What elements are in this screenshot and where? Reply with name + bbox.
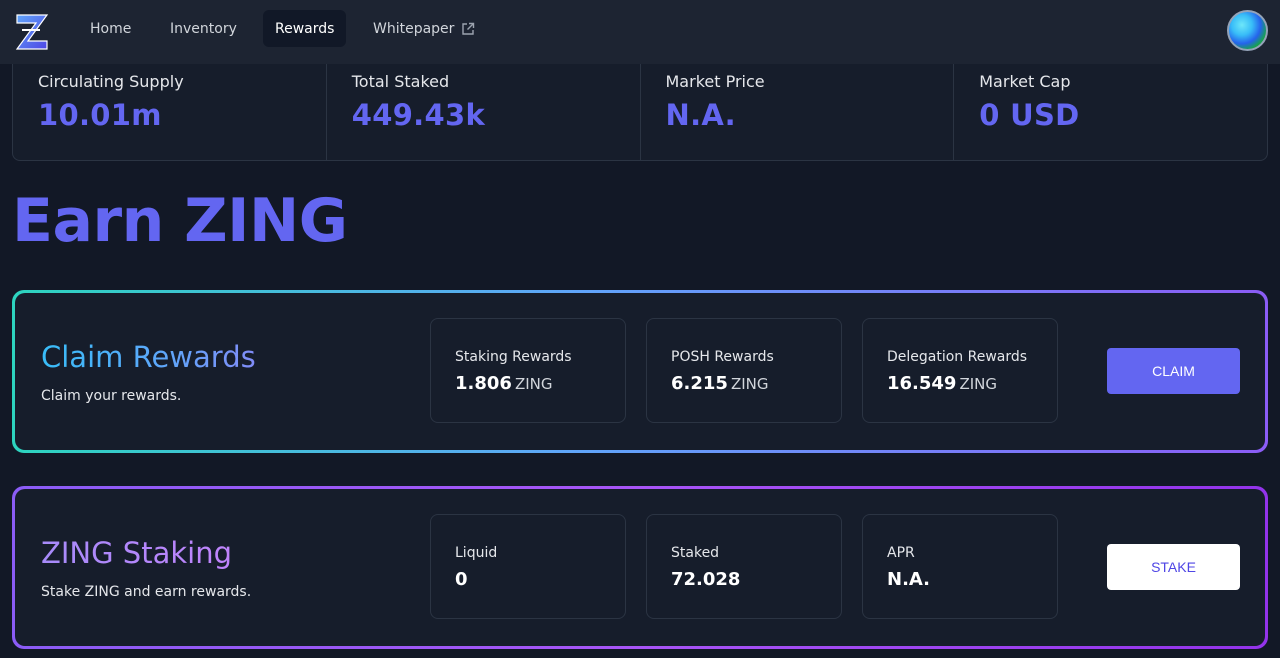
- claim-rewards-subtitle: Claim your rewards.: [41, 388, 182, 404]
- apr-box: APR N.A.: [862, 514, 1058, 619]
- box-value: N.A.: [887, 569, 931, 590]
- zing-staking-panel-inner: ZING Staking Stake ZING and earn rewards…: [15, 489, 1265, 646]
- claim-button[interactable]: CLAIM: [1107, 348, 1240, 394]
- nav-inventory-link[interactable]: Inventory: [158, 10, 249, 47]
- box-unit: ZING: [959, 375, 998, 393]
- box-unit: ZING: [730, 375, 769, 393]
- stat-label: Market Price: [665, 72, 765, 91]
- claim-rewards-title: Claim Rewards: [41, 340, 256, 374]
- stake-button[interactable]: STAKE: [1107, 544, 1240, 590]
- stat-value: 10.01m: [38, 98, 162, 132]
- box-value: 1.806 ZING: [455, 373, 552, 394]
- top-nav: Home Inventory Rewards Whitepaper: [0, 0, 1280, 64]
- zing-staking-title: ZING Staking: [41, 536, 232, 570]
- nav-home-link[interactable]: Home: [78, 10, 143, 47]
- box-value: 6.215 ZING: [671, 373, 768, 394]
- zing-staking-subtitle: Stake ZING and earn rewards.: [41, 584, 252, 600]
- box-value: 16.549 ZING: [887, 373, 997, 394]
- zing-logo-icon[interactable]: [14, 12, 50, 52]
- stat-circulating-supply: Circulating Supply 10.01m: [13, 60, 327, 160]
- box-label: APR: [887, 545, 915, 561]
- box-label: Staking Rewards: [455, 349, 572, 365]
- claim-rewards-panel-inner: Claim Rewards Claim your rewards. Stakin…: [15, 293, 1265, 450]
- stat-value: 449.43k: [351, 98, 486, 132]
- nav-rewards-link[interactable]: Rewards: [263, 10, 347, 47]
- nav-whitepaper-label: Whitepaper: [373, 20, 455, 37]
- delegation-rewards-box: Delegation Rewards 16.549 ZING: [862, 318, 1058, 423]
- box-label: Liquid: [455, 545, 498, 561]
- staked-box: Staked 72.028: [646, 514, 842, 619]
- box-label: Staked: [671, 545, 720, 561]
- stat-value: 0 USD: [979, 98, 1080, 132]
- liquid-box: Liquid 0: [430, 514, 626, 619]
- box-unit: ZING: [514, 375, 553, 393]
- box-value: 0: [455, 569, 468, 590]
- staking-rewards-box: Staking Rewards 1.806 ZING: [430, 318, 626, 423]
- page-title: Earn ZING: [12, 186, 348, 256]
- nav-inventory-label: Inventory: [170, 20, 237, 37]
- stat-label: Total Staked: [351, 72, 450, 91]
- stat-total-staked: Total Staked 449.43k: [327, 60, 641, 160]
- zing-staking-panel: ZING Staking Stake ZING and earn rewards…: [12, 486, 1268, 649]
- nav-rewards-label: Rewards: [275, 20, 335, 37]
- box-number: 6.215: [671, 373, 728, 394]
- box-value: 72.028: [671, 569, 741, 590]
- stat-market-price: Market Price N.A.: [641, 60, 955, 160]
- stat-label: Circulating Supply: [38, 72, 184, 91]
- stat-market-cap: Market Cap 0 USD: [954, 60, 1267, 160]
- nav-whitepaper-link[interactable]: Whitepaper: [361, 10, 487, 47]
- box-label: POSH Rewards: [671, 349, 774, 365]
- box-number: 1.806: [455, 373, 512, 394]
- user-avatar[interactable]: [1227, 10, 1268, 51]
- box-label: Delegation Rewards: [887, 349, 1028, 365]
- stat-label: Market Cap: [979, 72, 1071, 91]
- nav-home-label: Home: [90, 20, 132, 37]
- stat-value: N.A.: [665, 98, 736, 132]
- token-stats-bar: Circulating Supply 10.01m Total Staked 4…: [12, 60, 1268, 161]
- external-link-icon: [462, 22, 475, 35]
- claim-rewards-panel: Claim Rewards Claim your rewards. Stakin…: [12, 290, 1268, 453]
- posh-rewards-box: POSH Rewards 6.215 ZING: [646, 318, 842, 423]
- box-number: 16.549: [887, 373, 957, 394]
